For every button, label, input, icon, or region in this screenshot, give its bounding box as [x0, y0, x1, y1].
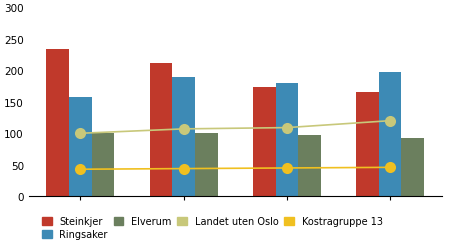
Legend: Steinkjer, Ringsaker, Elverum, Landet uten Oslo, Kostragruppe 13: Steinkjer, Ringsaker, Elverum, Landet ut… — [42, 216, 383, 239]
Bar — [149, 64, 172, 197]
Bar — [356, 93, 379, 197]
Bar — [195, 134, 218, 197]
Bar — [401, 138, 424, 197]
Bar — [172, 77, 195, 197]
Bar — [298, 135, 321, 197]
Bar — [379, 73, 401, 197]
Bar — [46, 50, 69, 197]
Bar — [275, 84, 298, 197]
Bar — [92, 134, 114, 197]
Bar — [69, 97, 92, 197]
Bar — [253, 88, 275, 197]
